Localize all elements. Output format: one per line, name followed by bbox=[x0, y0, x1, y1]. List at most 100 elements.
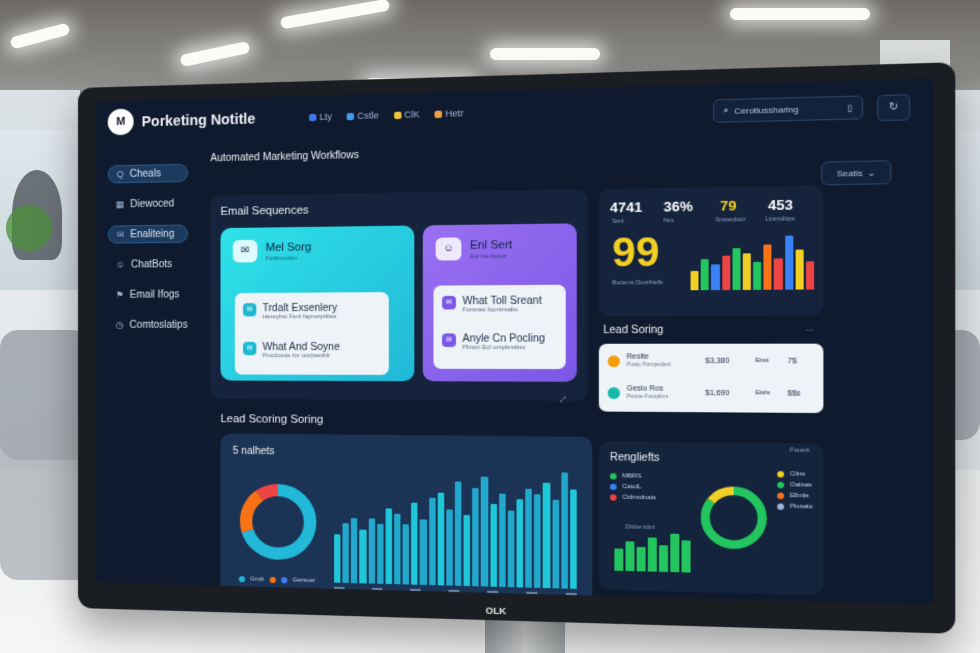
lead-name: Reslte bbox=[627, 353, 649, 360]
lead-bar bbox=[499, 494, 506, 587]
nav-tab-1[interactable]: Lty bbox=[309, 111, 332, 122]
ceiling-light bbox=[730, 8, 870, 20]
sequence-step[interactable]: ✉ What Toll Sreant Forsrasi fopntrsalto bbox=[442, 295, 542, 313]
card-subtitle: Finthonxlsn bbox=[266, 256, 298, 262]
axis-tick bbox=[566, 593, 577, 595]
sidebar-item-diewoced[interactable]: ▦ Diewoced bbox=[108, 194, 188, 213]
sequence-steps: ✉ What Toll Sreant Forsrasi fopntrsalto ✉… bbox=[433, 285, 565, 369]
lead-bar bbox=[543, 483, 550, 588]
sequence-card-purple[interactable]: ☺ Enl Sert Esi Henlgsor ✉ What Toll Srea… bbox=[423, 223, 577, 381]
lead-bar-chart bbox=[334, 469, 577, 588]
axis-tick bbox=[372, 588, 383, 590]
lead-bar bbox=[394, 514, 401, 585]
lead-bar bbox=[334, 534, 340, 583]
search-icon: ⌕ bbox=[723, 105, 728, 116]
mail-icon: ✉ bbox=[243, 303, 256, 316]
sidebar-item-enaliteing[interactable]: ✉ Enaliteing bbox=[108, 224, 188, 243]
sequence-step[interactable]: ✉ What And Soyne Procbonte for onclsenblt bbox=[243, 342, 340, 360]
legend-dot-icon bbox=[610, 494, 617, 500]
legend-item: MBRS bbox=[610, 473, 656, 480]
rengliefts-bar bbox=[682, 540, 691, 572]
sidebar-item-comtoslatips[interactable]: ◷ Comtoslatips bbox=[108, 316, 188, 334]
lead-row[interactable]: Reslte Poatc Pompedent $3,380 Etss 7$ bbox=[608, 348, 814, 374]
lead-bar bbox=[429, 498, 436, 586]
card-title: Mel Sorg bbox=[266, 241, 312, 254]
sidebar-item-chatbots[interactable]: ☺ ChatBots bbox=[108, 255, 188, 274]
search-icon: Q bbox=[117, 169, 124, 179]
nav-tab-label: Lty bbox=[319, 111, 332, 122]
legend-item: Gersuer bbox=[270, 577, 315, 584]
refresh-button[interactable]: ↻ bbox=[877, 94, 910, 121]
select-label: Seatis bbox=[837, 168, 863, 178]
lead-bar bbox=[516, 499, 523, 587]
chat-icon: ☺ bbox=[116, 260, 125, 270]
lead-bar bbox=[481, 477, 488, 587]
rengliefts-corner-label[interactable]: Fouett bbox=[790, 447, 810, 454]
sequence-step[interactable]: ✉ Trdalt Exsenlery Hereyhst Fenl fapnerpi… bbox=[243, 303, 337, 321]
lead-bar bbox=[377, 524, 383, 584]
nav-tab-label: Cstle bbox=[357, 110, 379, 121]
lead-bar bbox=[437, 493, 444, 586]
stat-leads-label: Ltrsmidlops bbox=[766, 216, 795, 223]
mail-icon: ✉ bbox=[442, 333, 456, 347]
search-input[interactable]: ⌕ Cerotlussharing ▯ bbox=[713, 95, 863, 123]
grid-icon: ▦ bbox=[116, 199, 124, 210]
monitor-brand-logo: OLK bbox=[486, 605, 507, 616]
sidebar-item-label: Comtoslatips bbox=[130, 319, 188, 330]
lead-status: Eisls bbox=[755, 390, 787, 397]
lead-row[interactable]: Geslo Ros Pertoe Foroplirrs $1,690 Eisls … bbox=[608, 380, 814, 407]
nav-tab-4[interactable]: Hetr bbox=[435, 108, 464, 119]
stats-panel: 4741 Sent 36% Hes 79 Sroowoloctr 453 Ltr… bbox=[599, 185, 824, 316]
stat-leads-value: 453 bbox=[768, 197, 793, 214]
card-title: Enl Sert bbox=[470, 239, 512, 252]
lead-sub: Pertoe Foroplirrs bbox=[627, 394, 669, 401]
filter-select[interactable]: Seatis ⌄ bbox=[821, 160, 891, 185]
sidebar-item-label: Diewoced bbox=[130, 198, 174, 210]
stats-bar bbox=[743, 253, 751, 290]
legend-dot-icon bbox=[239, 576, 245, 582]
axis-tick bbox=[334, 587, 344, 589]
lead-bar bbox=[552, 500, 559, 589]
mail-icon: ✉ bbox=[442, 296, 456, 310]
refresh-icon: ↻ bbox=[889, 101, 899, 113]
user-icon: ☺ bbox=[436, 237, 462, 260]
lead-bar bbox=[343, 523, 349, 583]
mail-icon: ✉ bbox=[243, 342, 256, 355]
lead-bar bbox=[490, 504, 497, 587]
more-icon[interactable]: ⋯ bbox=[806, 326, 814, 335]
stats-bar bbox=[795, 250, 803, 290]
lead-bar bbox=[534, 494, 541, 588]
lead-donut-chart bbox=[239, 482, 318, 561]
rengliefts-title: Rengliefts bbox=[610, 452, 660, 464]
step-title: Anyle Cn Pocling bbox=[462, 333, 545, 345]
rengliefts-bars-label: Dlsbte tshnl bbox=[626, 524, 655, 531]
legend-dot-icon bbox=[777, 482, 784, 489]
sequence-card-cyan[interactable]: ✉ Mel Sorg Finthonxlsn ✉ Trdalt Exsenler… bbox=[221, 226, 415, 382]
step-title: What Toll Sreant bbox=[462, 295, 541, 307]
legend-item: Oatsas bbox=[777, 482, 812, 489]
lead-avatar bbox=[608, 387, 620, 399]
nav-tab-2[interactable]: Cstle bbox=[347, 110, 379, 121]
nav-tab-3[interactable]: ClK bbox=[394, 109, 420, 120]
legend-label: Oatsas bbox=[790, 482, 812, 489]
legend-label: Piosats bbox=[790, 504, 813, 511]
sidebar-item-cheals[interactable]: Q Cheals bbox=[108, 164, 188, 184]
sidebar-item-email-ifogs[interactable]: ⚑ Email Ifogs bbox=[108, 285, 188, 304]
lead-value: $3,380 bbox=[705, 357, 755, 365]
lead-name: Geslo Ros bbox=[627, 385, 664, 393]
lead-bar bbox=[420, 519, 427, 585]
legend-dot-icon bbox=[777, 471, 784, 478]
stat-score-value: 79 bbox=[720, 198, 736, 214]
big-score-number: 99 bbox=[612, 231, 659, 277]
expand-icon[interactable]: ⤢ bbox=[560, 397, 566, 405]
rengliefts-bar bbox=[614, 548, 623, 570]
legend-item: Ctdnsdnats bbox=[610, 494, 656, 501]
sidebar-item-label: Cheals bbox=[130, 168, 161, 180]
nav-tab-label: Hetr bbox=[445, 108, 463, 119]
background-plant bbox=[6, 205, 52, 251]
legend-item: Grutt bbox=[239, 576, 264, 583]
lead-soring-panel: Lead Soring ⋯ Reslte Poatc Pompedent $3,3… bbox=[599, 324, 824, 424]
page-title: Automated Marketing Workflows bbox=[210, 150, 359, 164]
stat-sent-value: 4741 bbox=[610, 199, 642, 215]
sequence-step[interactable]: ✉ Anyle Cn Pocling Plinon Ecl omplesttiss bbox=[442, 333, 545, 351]
